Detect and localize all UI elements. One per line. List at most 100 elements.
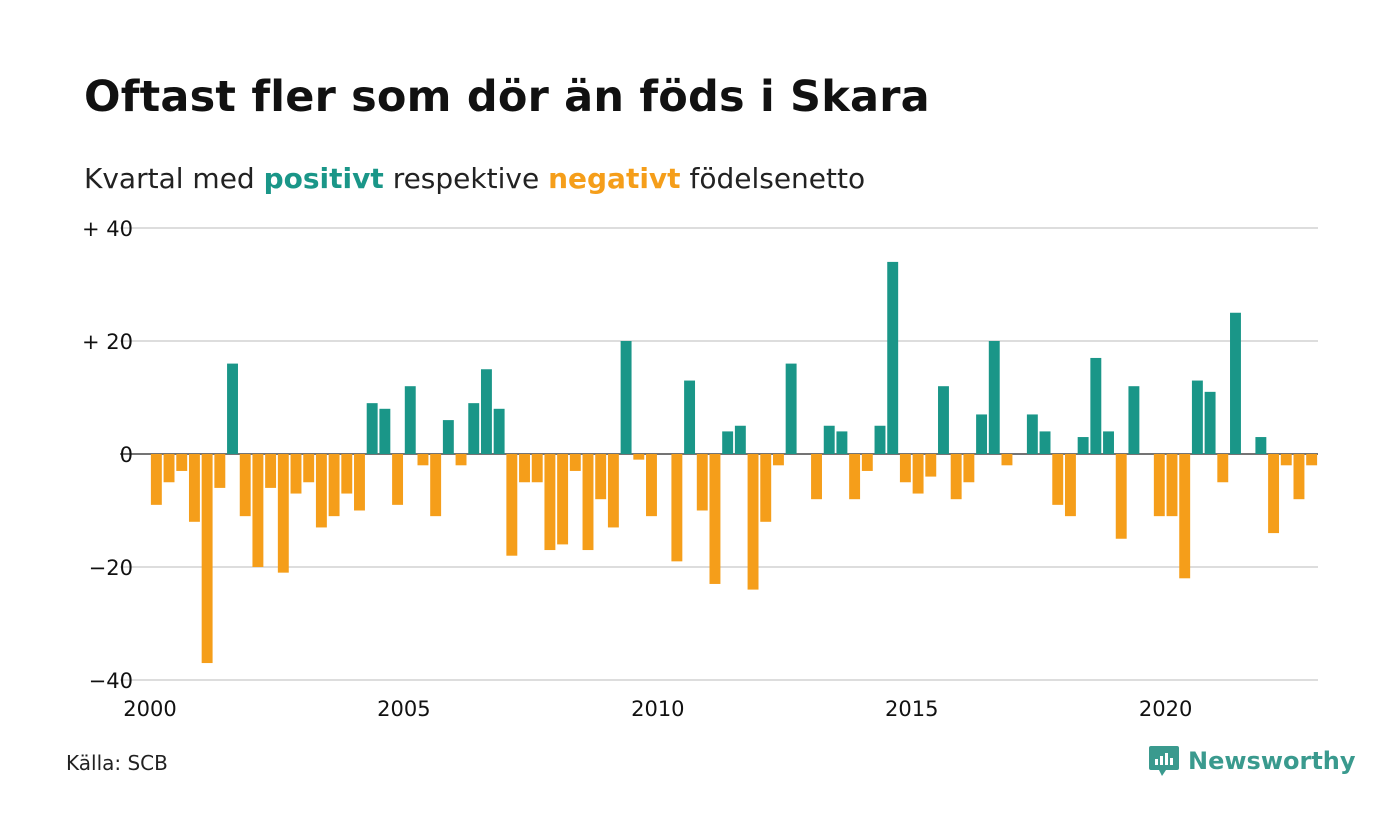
bar-2020Q1 <box>1166 454 1178 517</box>
x-tick-label: 2000 <box>123 697 176 721</box>
bar-2006Q1 <box>455 454 467 466</box>
bar-2015Q4 <box>950 454 962 500</box>
bar-2015Q3 <box>938 386 949 454</box>
bar-2022Q1 <box>1268 454 1280 534</box>
bar-2001Q1 <box>201 454 213 664</box>
bar-2007Q1 <box>506 454 518 556</box>
x-tick-label: 2010 <box>631 697 684 721</box>
bar-2001Q2 <box>214 454 226 488</box>
bar-2004Q3 <box>379 408 391 454</box>
bar-2013Q4 <box>849 454 861 500</box>
bar-2013Q2 <box>823 425 835 454</box>
chart-title: Oftast fler som dör än föds i Skara <box>84 72 930 122</box>
bar-2009Q2 <box>620 341 632 454</box>
bar-2011Q4 <box>747 454 759 590</box>
source-note: Källa: SCB <box>66 751 168 775</box>
bar-2006Q2 <box>468 403 480 454</box>
bar-2007Q4 <box>544 454 556 551</box>
bar-2012Q3 <box>785 363 797 454</box>
bar-2011Q2 <box>722 431 734 454</box>
subtitle-suffix: födelsenetto <box>689 162 866 195</box>
bar-2003Q3 <box>328 454 340 517</box>
bar-2008Q3 <box>582 454 594 551</box>
subtitle-middle: respektive <box>392 162 540 195</box>
bar-2002Q1 <box>252 454 264 567</box>
bar-2015Q1 <box>912 454 924 494</box>
bar-2001Q3 <box>227 363 238 454</box>
brand-name: Newsworthy <box>1188 747 1356 775</box>
y-tick-label: + 20 <box>82 330 133 354</box>
bar-2013Q1 <box>811 454 822 500</box>
bar-2016Q1 <box>963 454 975 483</box>
bar-2014Q3 <box>887 261 899 454</box>
bar-2007Q3 <box>531 454 543 483</box>
bar-2008Q1 <box>557 454 569 545</box>
bar-2018Q2 <box>1077 437 1089 454</box>
bar-2006Q4 <box>493 408 505 454</box>
bar-2001Q4 <box>239 454 251 517</box>
bar-2010Q2 <box>671 454 683 562</box>
bar-2014Q2 <box>874 425 886 454</box>
bar-2002Q2 <box>265 454 277 488</box>
bar-2019Q4 <box>1153 454 1165 517</box>
bar-2012Q2 <box>772 454 784 466</box>
bar-2005Q3 <box>430 454 442 517</box>
x-tick-label: 2005 <box>377 697 430 721</box>
bar-2011Q3 <box>734 425 746 454</box>
bar-2017Q4 <box>1052 454 1064 505</box>
brand-logo: Newsworthy <box>1148 744 1356 778</box>
bar-2020Q3 <box>1191 380 1203 454</box>
subtitle-negative-word: negativt <box>548 162 681 195</box>
bar-2016Q2 <box>976 414 988 454</box>
bar-2004Q4 <box>392 454 404 505</box>
bar-2005Q2 <box>417 454 429 466</box>
bar-2010Q4 <box>696 454 708 511</box>
bar-2010Q3 <box>684 380 696 454</box>
bar-2014Q1 <box>861 454 873 471</box>
subtitle-positive-word: positivt <box>263 162 384 195</box>
bar-2005Q1 <box>404 386 416 454</box>
bar-2004Q1 <box>354 454 365 511</box>
chart-subtitle: Kvartal med positivt respektive negativt… <box>84 162 865 196</box>
bar-2002Q4 <box>290 454 302 494</box>
bar-2000Q2 <box>163 454 175 483</box>
bar-2022Q2 <box>1280 454 1292 466</box>
bar-2019Q2 <box>1128 386 1140 454</box>
bar-2014Q4 <box>899 454 911 483</box>
y-tick-label: 0 <box>120 443 133 467</box>
bar-2020Q2 <box>1179 454 1191 579</box>
subtitle-prefix: Kvartal med <box>84 162 255 195</box>
bar-2006Q3 <box>480 369 492 454</box>
bar-2021Q1 <box>1217 454 1229 483</box>
x-tick-label: 2020 <box>1139 697 1192 721</box>
bar-2018Q1 <box>1064 454 1076 517</box>
bar-2016Q3 <box>988 341 1000 454</box>
bar-2017Q2 <box>1026 414 1038 454</box>
bar-2016Q4 <box>1001 454 1013 466</box>
y-tick-label: + 40 <box>82 217 133 241</box>
bar-2003Q4 <box>341 454 353 494</box>
bar-2003Q2 <box>315 454 327 528</box>
bar-2015Q2 <box>925 454 937 477</box>
bar-2017Q3 <box>1039 431 1051 454</box>
bar-2018Q3 <box>1090 357 1102 454</box>
y-tick-label: −20 <box>89 556 133 580</box>
bar-2005Q4 <box>442 420 454 454</box>
bar-2012Q1 <box>760 454 772 522</box>
bar-2020Q4 <box>1204 391 1216 454</box>
bar-2002Q3 <box>277 454 289 573</box>
bar-2018Q4 <box>1103 431 1114 454</box>
bar-2011Q1 <box>709 454 721 584</box>
bar-2019Q1 <box>1115 454 1127 539</box>
newsworthy-logo-icon <box>1149 746 1179 776</box>
bar-2000Q1 <box>150 454 162 505</box>
bar-2009Q3 <box>633 454 645 460</box>
bar-2008Q2 <box>569 454 581 471</box>
bar-2000Q3 <box>176 454 188 471</box>
bar-2004Q2 <box>366 403 378 454</box>
x-tick-label: 2015 <box>885 697 938 721</box>
bar-2007Q2 <box>519 454 530 483</box>
bar-2009Q4 <box>646 454 657 517</box>
bar-2009Q1 <box>607 454 619 528</box>
